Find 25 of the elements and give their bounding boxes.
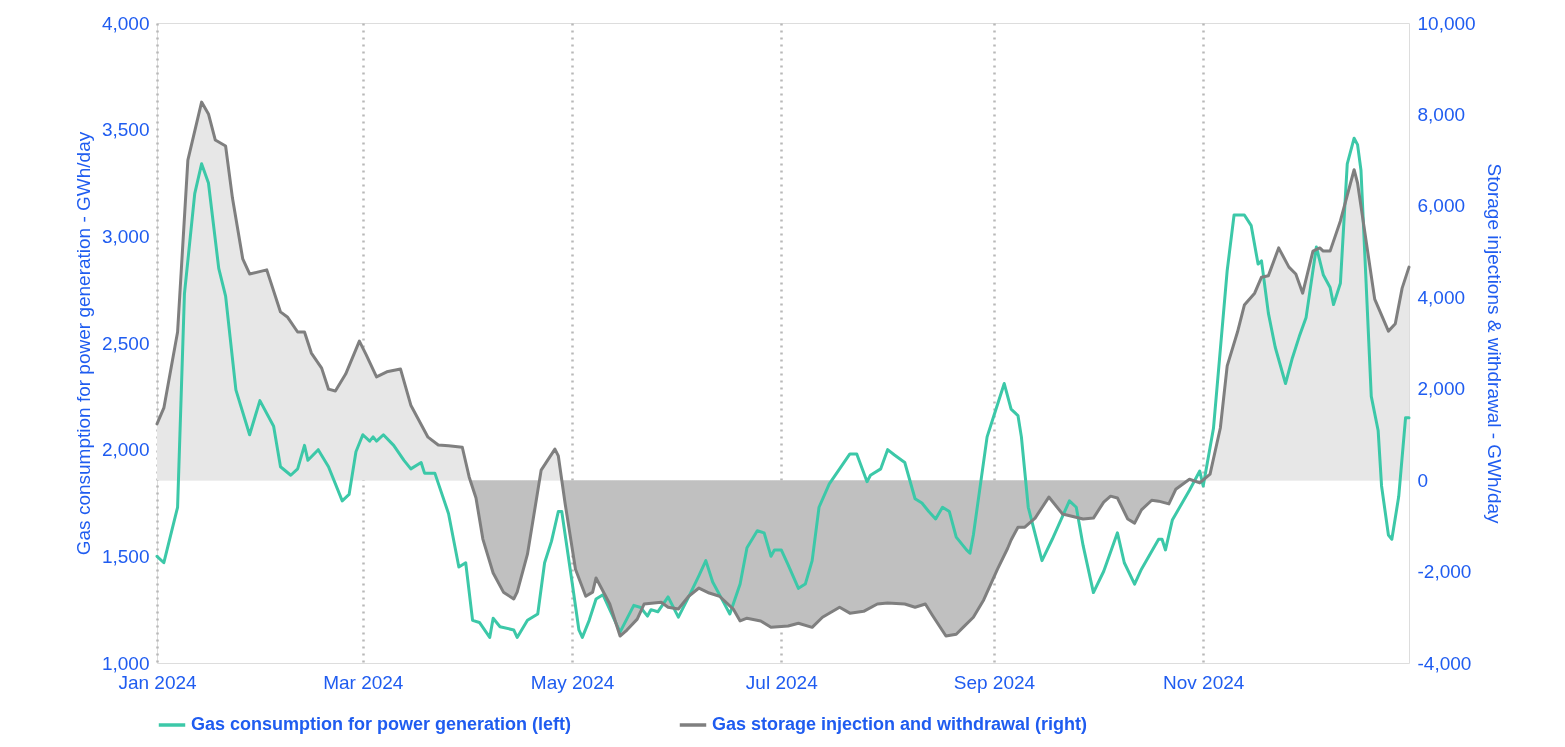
y2-tick-label: 8,000 — [1417, 103, 1466, 125]
legend-label: Gas consumption for power generation (left) — [191, 714, 572, 734]
y2-tick-label: 2,000 — [1417, 378, 1466, 400]
legend-label: Gas storage injection and withdrawal (right) — [712, 714, 1088, 734]
y-tick-label: 3,000 — [101, 225, 150, 247]
y2-tick-label: 4,000 — [1417, 286, 1466, 308]
x-tick-label: Jan 2024 — [118, 671, 198, 693]
y2-axis-title: Storage injections & withdrawal - GWh/day — [1483, 163, 1505, 525]
y2-tick-label: 10,000 — [1417, 12, 1476, 34]
x-tick-label: Mar 2024 — [323, 671, 404, 693]
y-tick-label: 1,000 — [101, 652, 150, 674]
y2-tick-label: -4,000 — [1417, 652, 1472, 674]
y2-tick-label: -2,000 — [1417, 561, 1472, 583]
y-tick-label: 2,500 — [101, 332, 150, 354]
x-tick-label: May 2024 — [530, 671, 615, 693]
x-tick-label: Jul 2024 — [745, 671, 819, 693]
x-tick-label: Nov 2024 — [1163, 671, 1245, 693]
y2-tick-label: 6,000 — [1417, 195, 1466, 217]
y-tick-label: 2,000 — [101, 439, 150, 461]
y-tick-label: 4,000 — [101, 12, 150, 34]
y-tick-label: 3,500 — [101, 119, 150, 141]
y-tick-label: 1,500 — [101, 545, 150, 567]
y-axis-title: Gas consumption for power generation - GWh/day — [72, 131, 94, 556]
y2-tick-label: 0 — [1417, 469, 1429, 491]
x-tick-label: Sep 2024 — [953, 671, 1036, 693]
